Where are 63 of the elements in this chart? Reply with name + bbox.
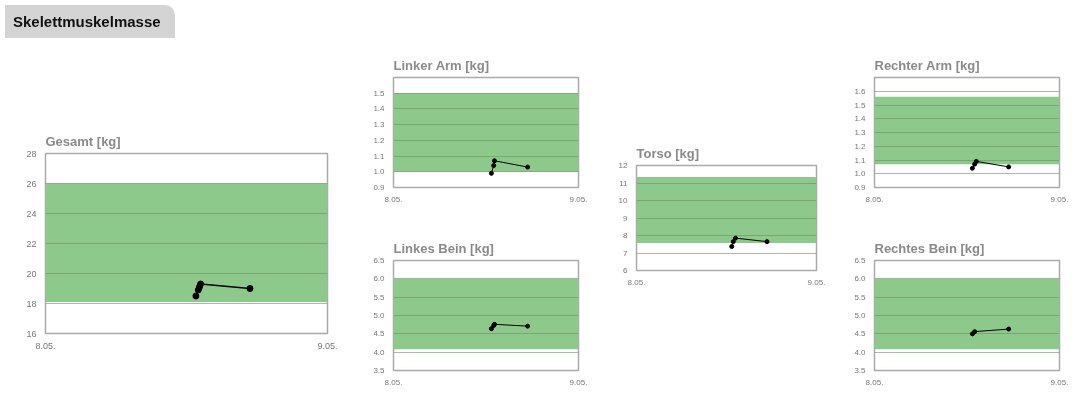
y-tick-label: 1.2	[854, 141, 867, 151]
x-tick-label: 9.05.	[1050, 377, 1069, 387]
y-tick-label: 1.0	[854, 169, 867, 179]
y-tick-label: 1.4	[854, 114, 867, 124]
point	[192, 292, 200, 300]
x-tick-label: 8.05.	[384, 377, 403, 387]
chart-title: Torso [kg]	[636, 145, 700, 161]
y-tick-label: 10	[618, 196, 629, 205]
x-tick-label: 9.05.	[807, 277, 826, 287]
y-tick-label: 0.9	[854, 183, 867, 192]
y-tick-label: 1.3	[854, 128, 867, 137]
y-tick-label: 1.6	[854, 86, 867, 96]
y-tick-label: 5.5	[373, 292, 386, 302]
y-tick-label: 7	[623, 248, 629, 258]
chart-title: Rechter Arm [kg]	[874, 57, 980, 73]
y-tick-label: 4.5	[854, 329, 867, 339]
y-tick-label: 6.5	[373, 256, 386, 265]
y-tick-label: 1.1	[373, 151, 386, 161]
x-tick-label: 9.05.	[1050, 194, 1069, 204]
y-tick-label: 8	[623, 231, 629, 240]
y-tick-label: 6	[623, 266, 629, 275]
x-tick-label: 8.05.	[627, 277, 646, 287]
x-tick-label: 8.05.	[35, 340, 56, 351]
x-tick-label: 9.05.	[569, 377, 588, 387]
y-tick-label: 6.0	[373, 274, 386, 284]
x-tick-label: 8.05.	[384, 194, 403, 204]
y-tick-label: 1.0	[373, 167, 386, 177]
text: Skelettmuskelmasse	[5, 5, 175, 39]
y-tick-label: 9	[623, 213, 629, 223]
y-tick-label: 28	[26, 148, 37, 159]
y-tick-label: 22	[26, 238, 37, 249]
x-tick-label: 9.05.	[317, 340, 338, 351]
x-tick-label: 8.05.	[865, 377, 884, 387]
y-tick-label: 26	[26, 178, 37, 189]
y-tick-label: 12	[618, 161, 629, 170]
y-tick-label: 6.5	[854, 256, 867, 265]
y-tick-label: 18	[26, 298, 37, 309]
chart-title: Rechtes Bein [kg]	[874, 240, 985, 256]
x-tick-label: 8.05.	[865, 194, 884, 204]
y-tick-label: 16	[26, 328, 37, 339]
y-tick-label: 24	[26, 208, 37, 219]
y-tick-label: 1.3	[373, 120, 386, 130]
y-tick-label: 5.5	[854, 292, 867, 302]
x-tick-label: 9.05.	[569, 194, 588, 204]
chart-title: Linkes Bein [kg]	[393, 240, 494, 256]
y-tick-label: 0.9	[373, 183, 386, 192]
chart-title: Linker Arm [kg]	[393, 57, 490, 73]
y-tick-label: 3.5	[854, 366, 867, 375]
y-tick-label: 5.0	[373, 311, 386, 320]
y-tick-label: 5.0	[854, 311, 867, 320]
y-tick-label: 1.4	[373, 104, 386, 114]
chart-title: Gesamt [kg]	[45, 133, 121, 149]
y-tick-label: 6.0	[854, 274, 867, 284]
y-tick-label: 1.5	[373, 88, 386, 98]
y-tick-label: 11	[619, 178, 629, 188]
y-tick-label: 4.5	[373, 329, 386, 339]
y-tick-label: 4.0	[854, 347, 867, 357]
y-tick-label: 20	[26, 268, 37, 279]
y-tick-label: 4.0	[373, 347, 386, 357]
y-tick-label: 1.2	[373, 135, 386, 145]
y-tick-label: 3.5	[373, 366, 386, 375]
y-tick-label: 1.1	[854, 155, 867, 165]
y-tick-label: 1.5	[854, 100, 867, 110]
